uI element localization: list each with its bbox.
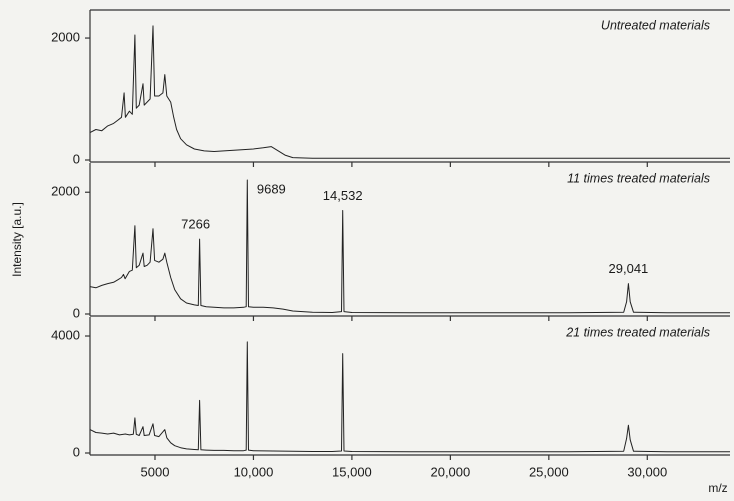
x-tick-label: 20,000 bbox=[430, 464, 470, 479]
y-tick-label: 0 bbox=[73, 151, 80, 166]
x-axis-label: m/z bbox=[708, 481, 727, 495]
peak-label: 14,532 bbox=[323, 188, 363, 203]
peak-label: 29,041 bbox=[609, 261, 649, 276]
peak-label: 9689 bbox=[257, 181, 286, 196]
x-tick-label: 25,000 bbox=[529, 464, 569, 479]
panel-title: 21 times treated materials bbox=[565, 325, 710, 339]
y-tick-label: 0 bbox=[73, 305, 80, 320]
panel-title: Untreated materials bbox=[601, 18, 710, 32]
y-tick-label: 2000 bbox=[51, 29, 80, 44]
y-tick-label: 4000 bbox=[51, 327, 80, 342]
spectrum-line bbox=[89, 179, 730, 314]
y-tick-label: 2000 bbox=[51, 184, 80, 199]
panel-title: 11 times treated materials bbox=[567, 171, 710, 185]
y-tick-label: 0 bbox=[73, 444, 80, 459]
x-tick-label: 10,000 bbox=[234, 464, 274, 479]
x-tick-label: 15,000 bbox=[332, 464, 372, 479]
spectrum-line bbox=[89, 341, 730, 453]
y-axis-label: Intensity [a.u.] bbox=[10, 202, 24, 277]
peak-label: 7266 bbox=[181, 217, 210, 232]
spectrum-line bbox=[89, 25, 730, 159]
x-tick-label: 5000 bbox=[141, 464, 170, 479]
x-tick-label: 30,000 bbox=[627, 464, 667, 479]
